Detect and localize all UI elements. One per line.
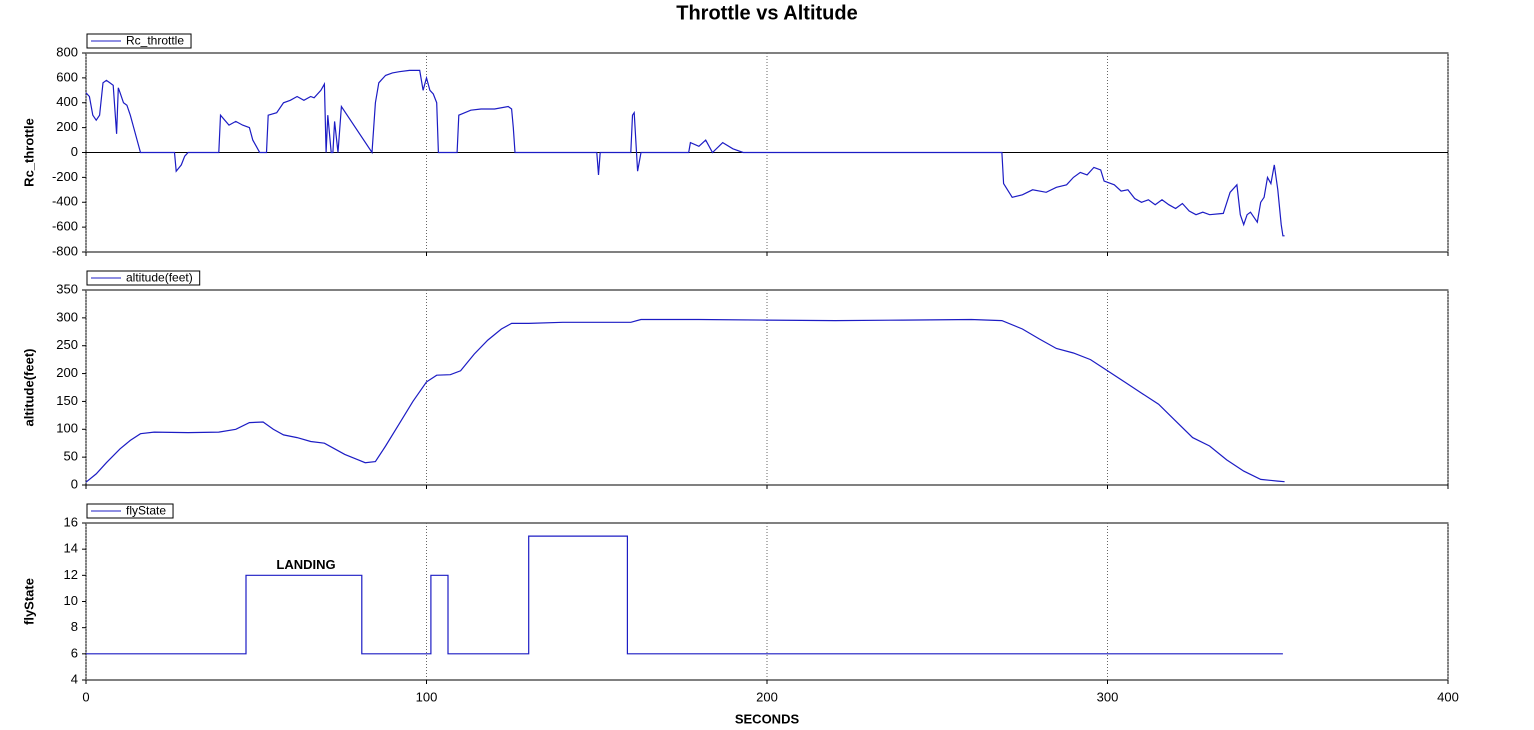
y-axis-label: Rc_throttle [21,118,36,187]
legend-box [86,503,174,519]
y-tick-label: 200 [56,119,78,134]
legend-label: altitude(feet) [126,271,193,285]
y-tick-label: 100 [56,421,78,436]
data-line [85,69,1285,237]
y-tick-label: 14 [64,541,78,556]
y-tick-label: -200 [52,169,78,184]
y-tick-label: 50 [64,449,78,464]
y-axis-label: flyState [21,578,36,625]
y-tick-label: 16 [64,514,78,529]
y-tick-label: 4 [71,671,78,686]
y-tick-label: 300 [56,309,78,324]
data-line [86,535,1283,655]
legend-label: flyState [126,504,166,518]
legend: flyState [86,503,174,519]
y-tick-label: -600 [52,219,78,234]
y-tick-label: 0 [71,476,78,491]
y-tick-label: 250 [56,337,78,352]
y-tick-label: 200 [56,365,78,380]
y-tick-label: 10 [64,593,78,608]
x-tick-label: 400 [1437,689,1459,704]
chart-title: Throttle vs Altitude [676,2,857,24]
legend-label: Rc_throttle [126,34,184,48]
legend: altitude(feet) [86,270,201,286]
y-tick-label: 400 [56,94,78,109]
x-tick-label: 100 [416,689,438,704]
legend: Rc_throttle [86,33,192,49]
x-tick-label: 0 [82,689,89,704]
x-tick-label: 200 [756,689,778,704]
y-tick-label: 150 [56,393,78,408]
y-tick-label: 800 [56,44,78,59]
y-tick-label: 8 [71,619,78,634]
y-tick-label: 0 [71,144,78,159]
data-line [85,318,1285,483]
y-tick-label: 12 [64,567,78,582]
y-tick-label: 350 [56,281,78,296]
annotation: LANDING [276,557,335,572]
x-tick-label: 300 [1097,689,1119,704]
legend-box [86,270,201,286]
y-tick-label: 6 [71,645,78,660]
legend-box [86,33,192,49]
x-axis-label: SECONDS [735,711,800,726]
y-tick-label: 600 [56,69,78,84]
y-tick-label: -400 [52,194,78,209]
y-tick-label: -800 [52,243,78,258]
y-axis-label: altitude(feet) [21,349,36,427]
